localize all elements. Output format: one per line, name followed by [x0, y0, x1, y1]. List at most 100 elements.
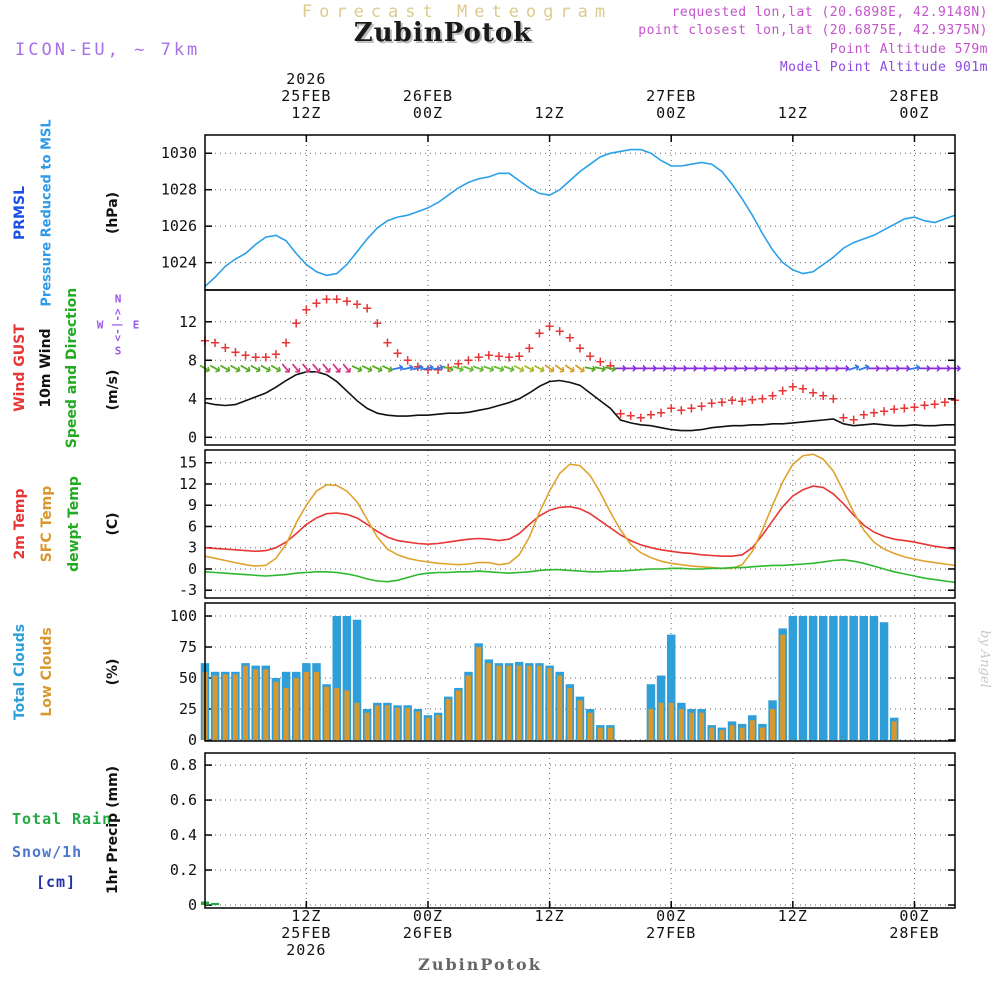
- precip-panel: 0 0.2 0.4 0.6 0.8: [170, 752, 956, 914]
- wind-barb-icon: →: [797, 359, 810, 377]
- wind-barb-icon: →: [439, 357, 457, 378]
- series-2m-temp: [204, 485, 956, 558]
- banner-title: Forecast Meteogram: [301, 2, 613, 22]
- wind-barb-icon: →: [888, 359, 901, 377]
- bottom-axis-label: 27FEB: [646, 924, 696, 942]
- pressure-ytick: 1030: [161, 144, 197, 162]
- bottom-axis-label: 00Z: [656, 907, 686, 925]
- svg-text:+: +: [889, 402, 900, 417]
- svg-text:+: +: [696, 399, 707, 414]
- wind-barb-icon: →: [614, 359, 627, 377]
- svg-text:+: +: [372, 317, 383, 332]
- station-title: ZubinPotok: [353, 18, 533, 48]
- svg-text:+: +: [524, 342, 535, 357]
- svg-text:+: +: [534, 326, 545, 341]
- wind-barb-icon: →: [736, 359, 749, 377]
- svg-text:+: +: [493, 349, 504, 364]
- compass-west: W: [96, 318, 104, 332]
- wind-ytick: 0: [188, 428, 197, 446]
- bottom-axis-label: 12Z: [778, 907, 808, 925]
- clouds-ytick: 25: [179, 700, 197, 718]
- svg-text:+: +: [463, 353, 474, 368]
- svg-text:+: +: [311, 296, 322, 311]
- wind-barb-icon: →: [592, 358, 608, 378]
- bottom-axis-label: 28FEB: [889, 924, 939, 942]
- svg-text:+: +: [909, 400, 920, 415]
- svg-text:+: +: [858, 408, 869, 423]
- svg-text:+: +: [808, 386, 819, 401]
- closest-coords: point closest lon,lat (20.6875E, 42.9375…: [638, 23, 988, 38]
- svg-text:+: +: [757, 392, 768, 407]
- precip-ytick: 0.8: [170, 756, 197, 774]
- svg-text:+: +: [564, 331, 575, 346]
- temp-ytick: 3: [188, 539, 197, 557]
- wind-ytick: 12: [179, 313, 197, 331]
- wind-barb-icon: →: [390, 358, 406, 378]
- wind-barb-icon: →: [602, 358, 618, 378]
- top-axis-label: 2026: [286, 70, 326, 88]
- wind-barb-icon: →: [837, 359, 850, 377]
- wind-barb-icon: →: [939, 359, 952, 377]
- svg-text:+: +: [798, 382, 809, 397]
- wind-barb-icon: →: [460, 357, 478, 378]
- top-axis-label: 12Z: [291, 104, 321, 122]
- svg-text:+: +: [362, 301, 373, 316]
- bottom-axis-label: 00Z: [413, 907, 443, 925]
- total-rain-label-total: Total: [12, 810, 63, 828]
- wind-barb-icon: →: [480, 357, 498, 378]
- total-rain-label-rain: Rain: [72, 810, 113, 828]
- wind-barb-icon: →: [817, 359, 830, 377]
- svg-text:+: +: [331, 293, 342, 308]
- svg-text:+: +: [301, 303, 312, 318]
- pressure-ytick: 1024: [161, 254, 197, 272]
- svg-text:+: +: [929, 398, 940, 413]
- top-axis-label: 00Z: [413, 104, 443, 122]
- wind-barb-icon: →: [766, 359, 779, 377]
- bottom-axis-label: 26FEB: [403, 924, 453, 942]
- svg-text:+: +: [625, 409, 636, 424]
- wind-barb-icon: →: [705, 359, 718, 377]
- temp-ytick: 6: [188, 517, 197, 535]
- wind-barb-icon: →: [827, 359, 840, 377]
- svg-text:+: +: [656, 406, 667, 421]
- wind-barb-icon: →: [878, 359, 891, 377]
- wind-barb-icon: →: [906, 358, 922, 378]
- svg-text:+: +: [899, 401, 910, 416]
- precip-ytick: 0.6: [170, 791, 197, 809]
- wind-barb-icon: →: [726, 359, 739, 377]
- svg-text:+: +: [605, 359, 616, 374]
- wind-barb-icon: →: [898, 359, 911, 377]
- top-axis-label: 27FEB: [646, 87, 696, 105]
- series-prmsl: [204, 148, 956, 287]
- temp-ytick: 12: [179, 475, 197, 493]
- svg-text:+: +: [270, 348, 281, 363]
- svg-text:+: +: [504, 350, 515, 365]
- top-axis-label: 12Z: [535, 104, 565, 122]
- precip-ytick: 0.4: [170, 826, 197, 844]
- pressure-ytick: 1028: [161, 181, 197, 199]
- bottom-axis-label: 00Z: [899, 907, 929, 925]
- series-10m-wind: [204, 370, 955, 432]
- wind-barb-icon: →: [490, 357, 508, 378]
- wind-barb-icon: →: [635, 359, 648, 377]
- wind-barb-icon: →: [410, 358, 426, 378]
- wind-ytick: 8: [188, 351, 197, 369]
- top-axis-label: 00Z: [899, 104, 929, 122]
- wind-barb-icon: →: [624, 359, 637, 377]
- wind-barb-icon: →: [776, 359, 789, 377]
- wind-barb-icon: →: [675, 359, 688, 377]
- wind-barb-icon: →: [655, 359, 668, 377]
- compass-south: S: [114, 344, 122, 358]
- model-point-altitude: Model Point Altitude 901m: [779, 60, 988, 75]
- wind-barb-icon: →: [716, 359, 729, 377]
- svg-text:+: +: [473, 350, 484, 365]
- snow-label: Snow/1h: [12, 843, 83, 861]
- clouds-ytick: 50: [179, 669, 197, 687]
- wind-barb-icon: →: [430, 358, 446, 378]
- svg-text:+: +: [615, 407, 626, 422]
- svg-text:+: +: [382, 336, 393, 351]
- svg-text:+: +: [554, 324, 565, 339]
- wind-barb-icon: →: [695, 359, 708, 377]
- svg-text:+: +: [727, 394, 738, 409]
- series-sfc-temp: [204, 453, 956, 570]
